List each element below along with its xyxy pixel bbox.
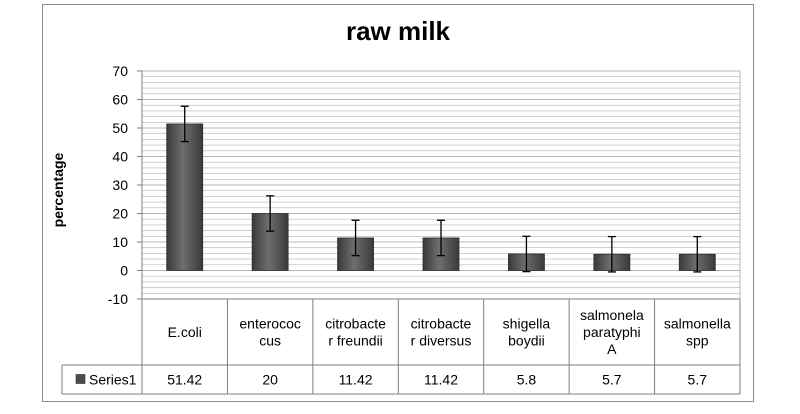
error-bar-5 <box>607 235 616 273</box>
y-tick-label: 30 <box>112 177 128 193</box>
y-tick-label: 70 <box>112 63 128 79</box>
data-table-value: 20 <box>262 372 278 388</box>
error-bar-3 <box>437 219 445 257</box>
y-tick-label: 50 <box>112 120 128 136</box>
category-label: citrobacte <box>325 316 386 332</box>
category-label: spp <box>686 333 709 349</box>
y-tick-label: -10 <box>108 291 128 307</box>
category-label: enterococ <box>239 316 300 332</box>
error-bar-6 <box>693 235 702 273</box>
category-label: r freundii <box>328 333 382 349</box>
error-bar-4 <box>522 235 531 273</box>
error-bar-2 <box>351 219 360 257</box>
category-label: citrobacte <box>411 316 472 332</box>
category-label: cus <box>259 333 281 349</box>
data-table-value: 51.42 <box>167 372 202 388</box>
data-table-value: 11.42 <box>424 372 458 388</box>
error-bar-1 <box>266 195 275 232</box>
legend-series-name: Series1 <box>89 372 137 388</box>
category-label: E.coli <box>168 324 202 340</box>
bar-0 <box>166 123 204 271</box>
y-tick-label: 10 <box>112 234 128 250</box>
category-label: boydii <box>508 333 545 349</box>
y-tick-label: 60 <box>112 92 128 108</box>
chart-title: raw milk <box>345 16 451 46</box>
y-tick-label: 0 <box>120 263 128 279</box>
data-table-value: 11.42 <box>339 372 373 388</box>
category-label: salmonela <box>580 307 644 323</box>
category-label: paratyphi <box>583 324 641 340</box>
y-tick-label: 20 <box>112 206 128 222</box>
error-bar-0 <box>180 105 189 143</box>
category-label: shigella <box>503 316 551 332</box>
y-tick-label: 40 <box>112 149 128 165</box>
category-label: A <box>607 341 617 357</box>
data-table-value: 5.8 <box>517 372 537 388</box>
category-label: salmonella <box>664 316 731 332</box>
data-table-value: 5.7 <box>602 372 622 388</box>
category-label: r diversus <box>411 333 472 349</box>
data-table-value: 5.7 <box>688 372 708 388</box>
legend-swatch <box>75 374 86 384</box>
